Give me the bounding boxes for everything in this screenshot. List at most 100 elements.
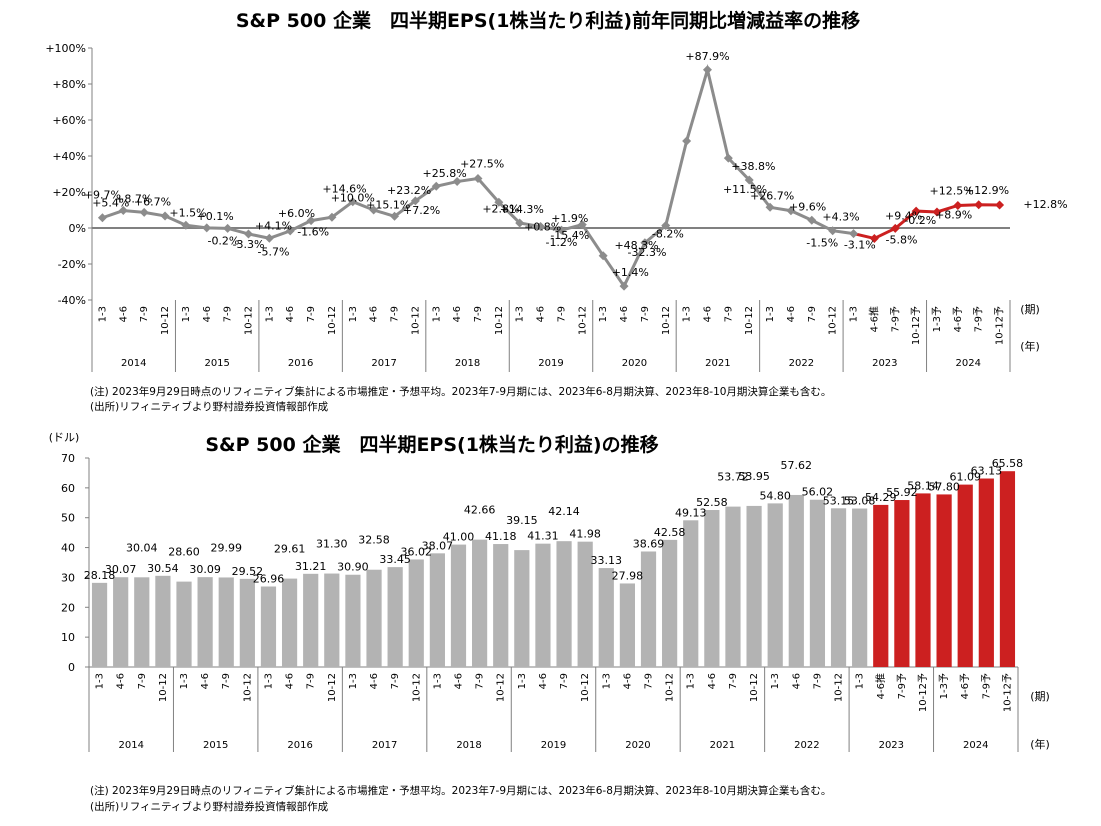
bar-mark (683, 520, 699, 667)
line-year-label: 2020 (622, 358, 647, 369)
line-data-label: +11.5% (723, 183, 767, 196)
bar-data-label: 28.18 (84, 569, 116, 582)
line-data-label: +14.6% (322, 183, 366, 196)
bar-mark (493, 544, 509, 667)
line-data-point (744, 175, 754, 185)
bar-mark (999, 471, 1016, 667)
bar-mark (239, 578, 255, 667)
bar-quarter-label: 1-3予 (938, 673, 950, 699)
line-chart-year-suffix: (年) (1020, 339, 1040, 353)
line-data-label: +27.5% (460, 158, 504, 171)
line-data-point (243, 229, 253, 239)
line-data-label: +12.5% (929, 185, 973, 198)
bar-mark (155, 575, 171, 667)
bar-data-label: 53.08 (844, 495, 876, 508)
line-data-label: -32.3% (628, 246, 667, 259)
line-data-label: -5.8% (886, 233, 918, 246)
bar-mark (91, 582, 108, 667)
bar-data-label: 30.90 (337, 561, 369, 574)
bar-data-label: 39.15 (506, 514, 538, 527)
bar-data-label: 31.30 (316, 538, 348, 551)
bar-data-label: 42.66 (464, 504, 496, 517)
bar-quarter-label: 7-9 (390, 673, 401, 689)
bar-data-label: 56.02 (802, 486, 834, 499)
bar-mark (894, 500, 910, 667)
bar-data-label: 33.13 (591, 554, 623, 567)
bar-mark (809, 499, 826, 667)
bar-data-label: 29.99 (210, 541, 242, 554)
bar-mark (556, 541, 572, 667)
bar-mark (218, 577, 234, 667)
line-data-point (869, 233, 879, 243)
bar-quarter-label: 1-3 (855, 673, 866, 689)
line-quarter-label: 4-6予 (952, 306, 964, 332)
bar-quarter-label: 1-3 (517, 673, 528, 689)
line-quarter-label: 10-12予 (994, 306, 1006, 345)
bar-quarter-label: 4-6 (285, 673, 296, 689)
line-data-point (640, 238, 650, 248)
line-quarter-label: 7-9 (139, 306, 150, 322)
bar-chart-source: (出所)リフィニティブより野村證券投資情報部作成 (90, 800, 329, 813)
line-quarter-label: 4-6 (452, 306, 463, 322)
line-data-point (223, 223, 233, 233)
line-quarter-label: 7-9 (306, 306, 317, 322)
bar-chart-title: S&P 500 企業 四半期EPS(1株当たり利益)の推移 (205, 433, 658, 456)
line-quarter-label: 4-6 (536, 306, 547, 322)
line-data-label: +9.7% (84, 189, 121, 202)
line-year-label: 2014 (121, 358, 146, 369)
bar-mark (725, 506, 741, 667)
bar-data-label: 42.14 (548, 505, 580, 518)
line-data-label: -1.5% (806, 237, 838, 250)
line-data-point (911, 206, 921, 216)
bar-quarter-label: 10-12 (749, 673, 760, 702)
line-quarter-label: 4-6 (619, 306, 630, 322)
bar-quarter-label: 1-3 (601, 673, 612, 689)
line-data-point (515, 218, 525, 228)
bar-data-label: 30.04 (126, 541, 158, 554)
bar-mark (619, 583, 635, 667)
line-quarter-label: 7-9予 (889, 306, 901, 332)
line-quarter-label: 4-6推 (867, 306, 880, 332)
bar-year-label: 2019 (541, 740, 566, 751)
line-quarter-label: 10-12予 (910, 306, 922, 345)
line-quarter-label: 7-9 (390, 306, 401, 322)
bar-quarter-label: 10-12 (834, 673, 845, 702)
bar-quarter-label: 10-12 (242, 673, 253, 702)
line-year-label: 2024 (956, 358, 981, 369)
line-data-point (577, 220, 587, 230)
line-quarter-label: 1-3 (765, 306, 776, 322)
bar-y-tick-label: 30 (61, 571, 75, 584)
line-data-label: -3.1% (844, 239, 876, 252)
bar-mark (640, 551, 657, 667)
line-year-label: 2021 (705, 358, 730, 369)
bar-y-tick-label: 0 (68, 661, 75, 674)
line-quarter-label: 1-3予 (931, 306, 943, 332)
line-quarter-label: 1-3 (431, 306, 442, 322)
bar-mark (852, 508, 868, 667)
line-y-tick-label: +20% (52, 186, 86, 199)
bar-data-label: 53.72 (717, 471, 749, 484)
line-data-label: +25.8% (423, 167, 467, 180)
bar-quarter-label: 4-6推 (874, 673, 887, 699)
line-quarter-label: 10-12 (160, 306, 171, 335)
bar-mark (303, 573, 319, 667)
line-year-label: 2018 (455, 358, 480, 369)
line-quarter-label: 7-9 (556, 306, 567, 322)
bar-quarter-label: 10-12 (327, 673, 338, 702)
bar-year-label: 2020 (625, 740, 650, 751)
line-data-point (181, 220, 191, 230)
line-data-point (327, 212, 337, 222)
bar-mark (936, 494, 952, 667)
bar-quarter-label: 4-6 (538, 673, 549, 689)
bar-data-label: 30.54 (147, 562, 179, 575)
bar-data-label: 26.96 (253, 573, 285, 586)
bar-data-label: 27.98 (612, 569, 644, 582)
bar-mark (260, 586, 277, 667)
line-chart: +100% +80% +60% +40% +20% 0% -20% -40% 2014 2015 2… (45, 42, 1068, 372)
line-data-label: -0.2% (904, 214, 936, 227)
bar-mark (387, 567, 403, 667)
bar-quarter-label: 7-9 (812, 673, 823, 689)
bar-mark (345, 574, 361, 667)
line-data-point (431, 181, 441, 191)
